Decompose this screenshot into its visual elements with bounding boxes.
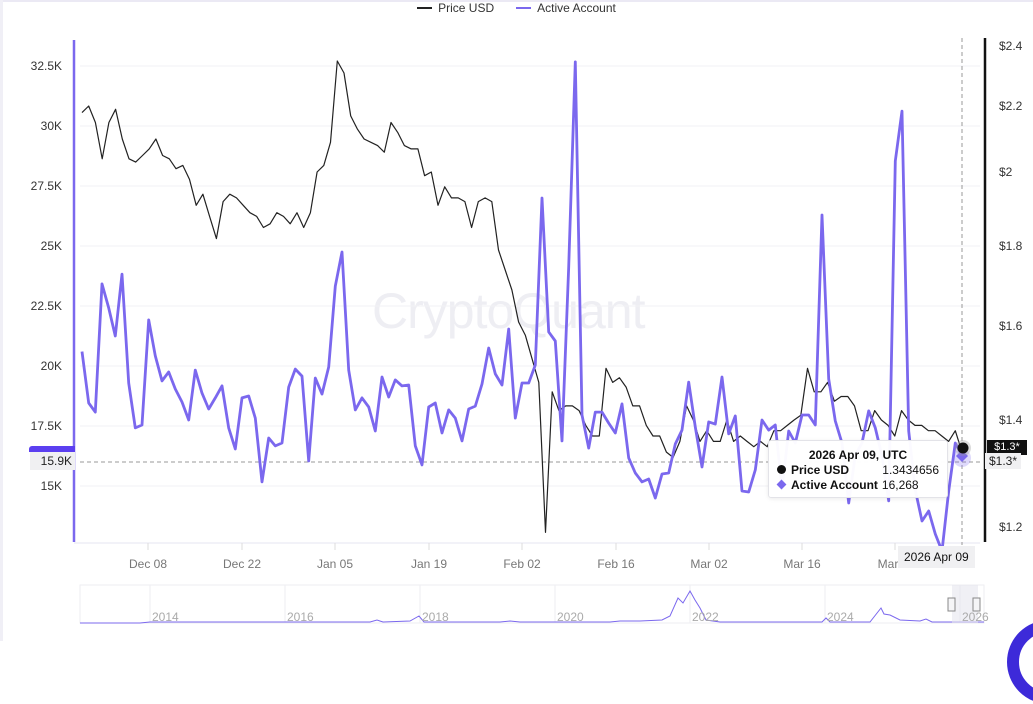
navigator-year: 2020 — [557, 610, 584, 624]
y-right-tick: $2.2 — [999, 99, 1023, 113]
x-tick-label: Jan 05 — [316, 557, 354, 571]
tooltip-series-value: 16,268 — [881, 477, 919, 492]
top-border — [0, 0, 1033, 2]
navigator-year: 2022 — [692, 610, 719, 624]
x-tick-label: Feb 16 — [597, 557, 635, 571]
main-chart[interactable] — [0, 0, 1033, 641]
y-left-tick: 20K — [40, 359, 62, 373]
navigator-left-handle[interactable] — [947, 597, 956, 612]
navigator-frame — [79, 584, 985, 624]
y-left-tick: 32.5K — [30, 59, 62, 73]
y-right-tick: $1.4 — [999, 413, 1023, 427]
y-right-tick: $2.4 — [999, 39, 1023, 53]
tooltip-title: 2026 Apr 09, UTC — [808, 448, 908, 462]
circle-marker-icon — [777, 465, 786, 474]
y-left-tick: 15K — [40, 479, 62, 493]
active-account-line — [80, 60, 964, 553]
navigator-year: 2024 — [827, 610, 854, 624]
y-left-tick: 27.5K — [30, 179, 62, 193]
y-left-tick: 30K — [40, 119, 62, 133]
navigator-year: 2014 — [152, 610, 179, 624]
right-crosshair-label: $1.3* — [985, 453, 1022, 469]
y-left-tick: 22.5K — [30, 299, 62, 313]
x-tick-label: Jan 19 — [410, 557, 448, 571]
legend-label: Price USD — [438, 1, 495, 15]
line-swatch-icon — [417, 7, 433, 9]
legend-item-active-account[interactable]: Active Account — [516, 0, 616, 16]
left-crosshair-label: 15.9K — [30, 452, 75, 470]
right-axis-price-badge: $1.3* — [987, 440, 1027, 455]
y-left-tick: 17.5K — [30, 419, 62, 433]
x-tick-label: Dec 08 — [128, 557, 168, 571]
y-left-tick: 25K — [40, 239, 62, 253]
y-right-tick: $1.8 — [999, 239, 1023, 253]
tooltip-row-active-account: Active Account 16,268 — [776, 477, 947, 492]
tooltip: 2026 Apr 09, UTC Price USD 1.3434656 Act… — [768, 440, 948, 498]
x-ticks — [147, 543, 896, 550]
left-axis-badge-accent — [29, 446, 75, 452]
tooltip-series-name: Active Account — [791, 477, 878, 492]
left-border — [0, 0, 3, 641]
tooltip-series-value: 1.3434656 — [882, 462, 939, 477]
navigator-line — [80, 589, 984, 624]
x-tick-label: Feb 02 — [503, 557, 541, 571]
legend-label: Active Account — [537, 1, 616, 15]
navigator-year: 2016 — [287, 610, 314, 624]
legend-item-price[interactable]: Price USD — [417, 0, 494, 16]
x-tick-label: Dec 22 — [222, 557, 262, 571]
price-hover-dot-icon — [957, 442, 969, 454]
line-swatch-icon — [516, 7, 532, 9]
y-right-tick: $1.2 — [999, 520, 1023, 534]
x-crosshair-label: 2026 Apr 09 — [898, 546, 975, 568]
navigator-right-handle[interactable] — [972, 597, 981, 612]
x-tick-label: Mar — [877, 557, 899, 571]
legend: Price USD Active Account — [0, 0, 1033, 16]
navigator-year: 2026 — [962, 610, 989, 624]
y-right-tick: $2 — [999, 165, 1013, 179]
diamond-marker-icon — [776, 479, 787, 490]
navigator-year: 2018 — [422, 610, 449, 624]
y-right-tick: $1.6 — [999, 319, 1023, 333]
gridlines — [80, 65, 980, 487]
tooltip-row-price: Price USD 1.3434656 — [777, 462, 947, 477]
x-tick-label: Mar 02 — [690, 557, 728, 571]
x-tick-label: Mar 16 — [783, 557, 821, 571]
tooltip-series-name: Price USD — [791, 462, 850, 477]
